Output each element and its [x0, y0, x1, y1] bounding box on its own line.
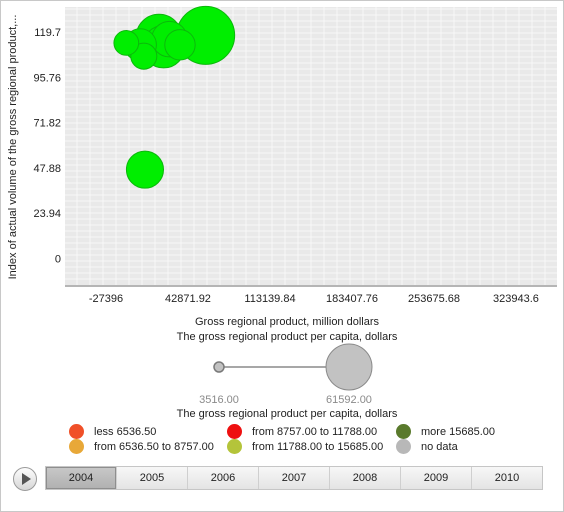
size-legend-min-label: 3516.00 [199, 394, 239, 406]
year-tab-2007[interactable]: 2007 [259, 467, 330, 489]
y-tick-label: 71.82 [33, 118, 61, 130]
legend-label: less 6536.50 [94, 425, 157, 438]
legend-swatch [396, 439, 411, 454]
bubble[interactable] [125, 150, 165, 189]
play-button[interactable] [13, 467, 37, 491]
size-legend-max-label: 61592.00 [326, 394, 372, 406]
legend-label: from 8757.00 to 11788.00 [252, 425, 378, 438]
size-legend-title: The gross regional product per capita, d… [177, 331, 398, 343]
legend-label: from 6536.50 to 8757.00 [94, 440, 214, 453]
x-axis-title: Gross regional product, million dollars [195, 316, 380, 328]
size-legend: 3516.00 61592.00 [199, 343, 373, 406]
x-axis-ticks: -27396 42871.92 113139.84 183407.76 253675.6… [89, 293, 539, 305]
y-axis-title: Index of actual volume of the gross regi… [7, 15, 19, 280]
x-tick-label: -27396 [89, 293, 123, 305]
legend-swatch [69, 424, 84, 439]
legend-item-11788-15685: from 11788.00 to 15685.00 [227, 439, 383, 454]
year-selector: 2004 2005 2006 2007 2008 2009 2010 [45, 466, 543, 490]
size-legend-max-circle [325, 343, 373, 391]
y-tick-label: 47.88 [33, 163, 61, 175]
y-tick-label: 23.94 [33, 208, 61, 220]
bubble[interactable] [130, 42, 158, 70]
year-tab-2006[interactable]: 2006 [188, 467, 259, 489]
legend-label: more 15685.00 [421, 425, 495, 438]
x-tick-label: 183407.76 [326, 293, 378, 305]
legend-label: from 11788.00 to 15685.00 [252, 440, 384, 453]
year-tab-2010[interactable]: 2010 [494, 472, 520, 484]
bubble[interactable] [113, 30, 140, 56]
year-tab-2009[interactable]: 2009 [401, 467, 472, 489]
legend-swatch [396, 424, 411, 439]
legend-item-more-15685: more 15685.00 [396, 424, 495, 439]
bubble-chart: 0 23.94 47.88 71.82 95.76 119.7 -27396 42871.9… [7, 5, 557, 420]
year-tab-2004[interactable]: 2004 [46, 467, 117, 489]
legend-swatch [69, 439, 84, 454]
legend-item-8757-11788: from 8757.00 to 11788.00 [227, 424, 377, 439]
x-tick-label: 113139.84 [244, 293, 295, 305]
y-tick-label: 0 [55, 254, 61, 266]
y-axis-ticks: 0 23.94 47.88 71.82 95.76 119.7 [33, 27, 61, 265]
y-tick-label: 95.76 [33, 72, 61, 84]
x-tick-label: 253675.68 [408, 293, 460, 305]
year-tab-2005[interactable]: 2005 [117, 467, 188, 489]
size-legend-min-circle [213, 361, 225, 373]
x-tick-label: 323943.6 [493, 293, 539, 305]
legend-item-6536-8757: from 6536.50 to 8757.00 [69, 439, 214, 454]
bubbles [113, 5, 236, 189]
bubble[interactable] [164, 29, 196, 61]
timeline: 2004 2005 2006 2007 2008 2009 2010 [11, 463, 543, 491]
legend-item-less-6536: less 6536.50 [69, 424, 156, 439]
color-legend-title: The gross regional product per capita, d… [177, 408, 398, 420]
legend-label: no data [421, 440, 458, 453]
year-tab-2008[interactable]: 2008 [330, 467, 401, 489]
y-tick-label: 119.7 [34, 27, 61, 39]
legend-swatch [227, 424, 242, 439]
legend-swatch [227, 439, 242, 454]
x-tick-label: 42871.92 [165, 293, 211, 305]
legend-item-no-data: no data [396, 439, 458, 454]
